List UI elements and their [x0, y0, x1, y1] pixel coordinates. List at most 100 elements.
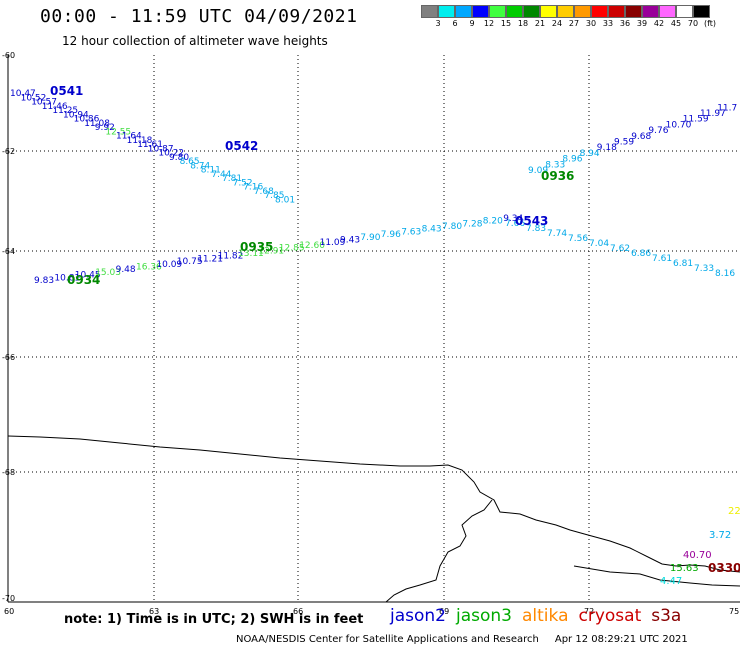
legend-swatch [676, 5, 693, 18]
wave-height-value: 15.03 [95, 268, 121, 278]
wave-height-value: 12.85 [279, 244, 305, 254]
wave-height-value: 7.04 [589, 239, 609, 249]
wave-height-value: 11.97 [700, 109, 726, 119]
lower-coastline [573, 565, 740, 587]
wave-height-value: 10.47 [10, 89, 36, 99]
wave-height-value: 6.81 [673, 259, 693, 269]
wave-height-value: 11.59 [683, 115, 709, 125]
pass-labels: 0541 0542 0543 0934 0935 0936 [50, 84, 574, 287]
legend-swatch [506, 5, 523, 18]
x-label: 69 [439, 607, 449, 616]
legend-tick-label: 3 [435, 19, 441, 28]
wave-height-value: 9.76 [648, 126, 668, 136]
wave-height-value: 7.44 [211, 170, 231, 180]
map-subtitle: 12 hour collection of altimeter wave hei… [62, 34, 328, 48]
wave-height-value: 9.09 [528, 166, 548, 176]
wave-height-value: 7.83 [526, 224, 546, 234]
x-axis-labels: 60 63 66 69 72 75 [4, 607, 739, 616]
legend-swatch [574, 5, 591, 18]
legend-tick-label: 70 [687, 19, 699, 28]
wave-height-value: 8.74 [190, 161, 210, 171]
legend-swatch [608, 5, 625, 18]
antarctic-coastline [7, 435, 740, 573]
units-note: note: 1) Time is in UTC; 2) SWH is in fe… [64, 612, 364, 627]
wave-height-value: 9.18 [597, 143, 617, 153]
legend-swatch [421, 5, 438, 18]
footer-credit: NOAA/NESDIS Center for Satellite Applica… [236, 634, 688, 645]
wave-height-value: 10.87 [148, 144, 174, 154]
wave-height-value: 10.81 [54, 273, 80, 283]
generated-date: Apr 12 08:29:21 UTC 2021 [554, 634, 688, 645]
wave-height-value: 10.22 [158, 149, 184, 159]
wave-height-value: 13.11 [238, 249, 264, 259]
wave-height-value: 10.57 [31, 98, 57, 108]
wave-height-value: 8.65 [180, 157, 200, 167]
track-value-labels: 10.4710.5210.5711.4611.2510.9410.8611.08… [10, 89, 737, 286]
legend-swatch [455, 5, 472, 18]
wave-height-value: 6.86 [631, 249, 651, 259]
wave-height-value: 7.62 [610, 244, 630, 254]
legend-tick-label: 36 [619, 19, 631, 28]
legend-tick-label: 12 [483, 19, 495, 28]
pass-time-label: 0935 [240, 240, 273, 254]
pass-time-label: 0541 [50, 84, 83, 98]
pass-time-label: 0934 [67, 273, 100, 287]
satellite-name-s3a: s3a [651, 606, 682, 626]
wave-height-value: 9.48 [116, 265, 136, 275]
pass-time-label: 0543 [515, 214, 548, 228]
wave-height-value: 7.80 [442, 222, 462, 232]
wave-height-value: 7.56 [568, 234, 588, 244]
x-label: 75 [729, 607, 739, 616]
wave-height-value: 10.52 [21, 93, 47, 103]
pass-time-label: 0330 [708, 561, 740, 575]
wave-height-value: 11.64 [116, 132, 142, 142]
legend-tick-label: 39 [636, 19, 648, 28]
legend-tick-label: 18 [517, 19, 529, 28]
wave-height-value: 7.52 [233, 178, 253, 188]
wave-height-value: 8.11 [201, 166, 221, 176]
legend-tick-label: 45 [670, 19, 682, 28]
wave-height-value: 7.96 [381, 230, 401, 240]
satellite-name-altika: altika [522, 606, 569, 626]
wave-height-value: 11.82 [218, 252, 244, 262]
wave-height-value: 11.25 [52, 106, 78, 116]
legend-tick-row: 3 6 9 12 15 18 21 24 27 30 33 36 39 42 45 70 (ft) [421, 18, 731, 32]
legend-swatch [540, 5, 557, 18]
wave-height-value: 11.21 [197, 254, 223, 264]
wave-height-value: 7.90 [360, 233, 380, 243]
legend-tick-label: 21 [534, 19, 546, 28]
map-title: 00:00 - 11:59 UTC 04/09/2021 [40, 6, 358, 27]
wave-height-value: 10.70 [666, 120, 692, 130]
legend-swatch [642, 5, 659, 18]
wave-height-value: 8.43 [422, 225, 442, 235]
satellite-name-jason3: jason3 [456, 606, 512, 626]
wave-height-value: 7.74 [547, 229, 567, 239]
source-credit: NOAA/NESDIS Center for Satellite Applica… [236, 634, 539, 645]
wave-height-value: 9.43 [340, 236, 360, 246]
wave-height-value: 10.86 [74, 115, 100, 125]
legend-swatch [438, 5, 455, 18]
wave-height-value: 8.96 [562, 155, 582, 165]
legend-tick-label: (ft) [703, 19, 717, 28]
x-label: 72 [584, 607, 594, 616]
wave-height-value: 10.45 [75, 271, 101, 281]
legend-swatch [591, 5, 608, 18]
wave-height-value: 7.63 [401, 227, 421, 237]
wave-height-value: 11.61 [137, 140, 163, 150]
wave-height-value: 9.83 [34, 276, 54, 286]
wave-height-value: 8.16 [715, 269, 735, 279]
wave-height-value: 8.33 [545, 160, 565, 170]
wave-height-value: 9.92 [95, 123, 115, 133]
wave-height-value: 7.33 [694, 264, 714, 274]
wave-height-value: 3.72 [709, 530, 731, 541]
wave-height-value: 7.68 [254, 187, 274, 197]
edge-value-labels: 22 3.72 40.70 15.63 4.47 0330 [660, 506, 740, 587]
wave-height-value: 9.59 [614, 138, 634, 148]
wave-height-value: 7.28 [462, 219, 482, 229]
wave-height-color-legend: 3 6 9 12 15 18 21 24 27 30 33 36 39 42 45 70 (ft) [421, 5, 731, 33]
wave-height-value: 10.75 [177, 257, 203, 267]
y-label: -68 [2, 468, 15, 477]
wave-height-value: 10.94 [63, 110, 89, 120]
wave-height-value: 9.68 [631, 132, 651, 142]
